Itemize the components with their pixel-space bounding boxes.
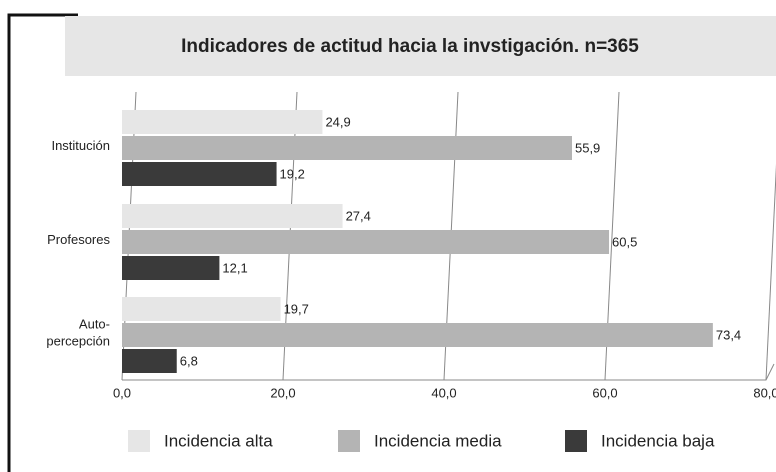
grid-line (765, 163, 776, 381)
y-tick-label: Profesores (47, 232, 110, 247)
x-tick-label: 60,0 (592, 385, 617, 400)
data-label: 24,9 (325, 114, 350, 129)
y-tick-label: Institución (51, 138, 110, 153)
bar (122, 230, 610, 254)
bar (122, 162, 277, 186)
data-label: 60,5 (612, 234, 637, 249)
data-label: 55,9 (575, 140, 600, 155)
frame (7, 13, 78, 472)
data-label: 12,1 (222, 260, 247, 275)
data-label: 73,4 (716, 327, 741, 342)
x-tick-label: 40,0 (431, 385, 456, 400)
bar (122, 297, 281, 321)
title-band (65, 16, 776, 76)
x-tick-label: 0,0 (113, 385, 131, 400)
bar (122, 323, 713, 347)
legend legend-label: Incidencia alta (164, 431, 273, 450)
bar (122, 256, 220, 280)
data-label: 19,2 (280, 166, 305, 181)
chart-title: Indicadores de actitud hacia la invstiga… (181, 36, 639, 57)
legend legend-label: Incidencia baja (601, 431, 715, 450)
y-tick-label: Auto-percepción (46, 317, 110, 349)
legend legend-label: Incidencia media (374, 431, 502, 450)
bar (122, 136, 572, 160)
x-tick-label: 80,0 (753, 385, 776, 400)
bar (122, 204, 343, 228)
data-label: 27,4 (346, 208, 371, 223)
data-label: 19,7 (284, 301, 309, 316)
x-tick-label: 20,0 (270, 385, 295, 400)
legend-swatch (128, 430, 150, 452)
bar (122, 349, 177, 373)
bar (122, 110, 323, 134)
legend-swatch (338, 430, 360, 452)
data-label: 6,8 (180, 353, 198, 368)
legend-swatch (565, 430, 587, 452)
